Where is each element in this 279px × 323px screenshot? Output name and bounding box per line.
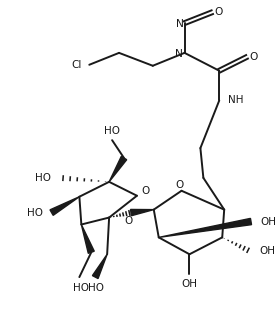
Text: N: N: [175, 49, 182, 59]
Text: O: O: [142, 186, 150, 196]
Text: O: O: [125, 215, 133, 225]
Text: NH: NH: [228, 96, 244, 106]
Polygon shape: [109, 156, 127, 182]
Text: HO: HO: [88, 283, 104, 293]
Text: N: N: [175, 19, 184, 29]
Polygon shape: [81, 224, 94, 253]
Text: O: O: [250, 52, 258, 62]
Text: OH: OH: [259, 246, 275, 256]
Text: OH: OH: [181, 279, 198, 289]
Polygon shape: [92, 254, 107, 278]
Polygon shape: [131, 209, 154, 216]
Polygon shape: [159, 218, 252, 237]
Text: HO: HO: [27, 208, 43, 218]
Text: O: O: [175, 180, 184, 190]
Text: HO: HO: [73, 283, 89, 293]
Text: O: O: [214, 7, 222, 17]
Text: OH: OH: [260, 216, 276, 226]
Text: HO: HO: [104, 126, 120, 136]
Text: HO: HO: [35, 173, 50, 183]
Polygon shape: [50, 197, 79, 215]
Text: Cl: Cl: [71, 60, 81, 70]
